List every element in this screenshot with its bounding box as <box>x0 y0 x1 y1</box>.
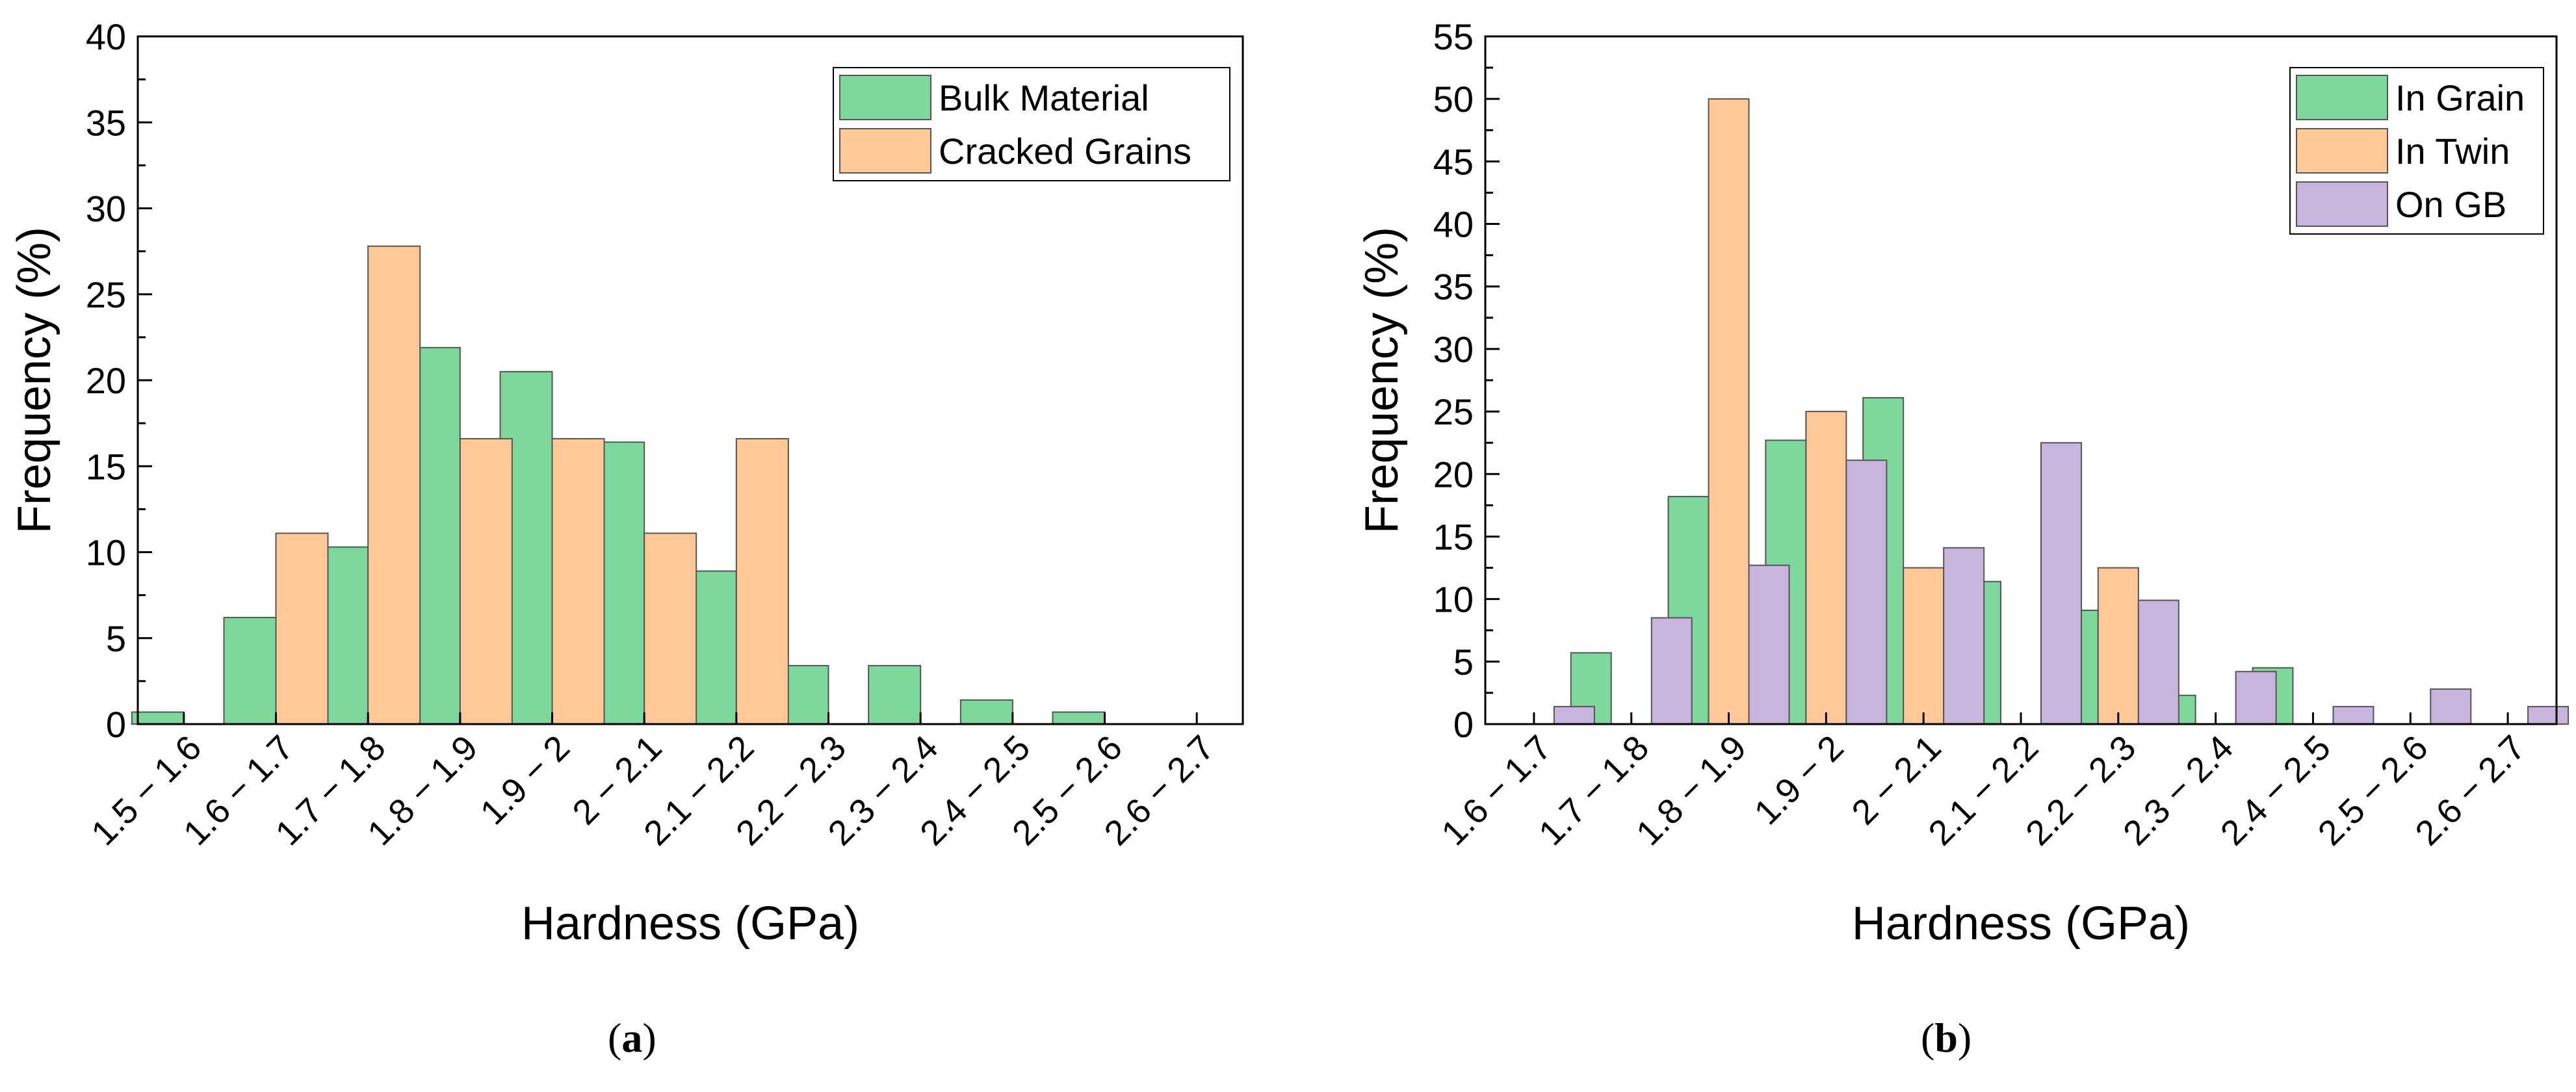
y-tick-label-b: 25 <box>1433 391 1474 432</box>
y-tick-label-a: 20 <box>86 360 126 401</box>
bar-b-in-twin-3 <box>1805 411 1847 725</box>
y-tick-label-b: 10 <box>1433 579 1474 620</box>
bar-b-on-gb-4 <box>1943 547 1985 725</box>
legend-label-b-2: On GB <box>2395 184 2506 225</box>
bar-b-on-gb-0 <box>1553 706 1595 725</box>
bar-b-in-twin-6 <box>2097 567 2139 725</box>
bar-b-on-gb-8 <box>2332 706 2374 725</box>
x-axis-label-a: Hardness (GPa) <box>521 898 859 950</box>
legend-label-b-0: In Grain <box>2395 77 2525 118</box>
y-tick-label-b: 20 <box>1433 454 1474 495</box>
bar-a-cracked-grains-1 <box>275 532 329 725</box>
bar-a-cracked-grains-6 <box>735 437 789 725</box>
subfigure-label-a: (a) <box>608 1015 657 1061</box>
legend-swatch-b-0 <box>2296 75 2388 120</box>
y-tick-label-a: 15 <box>86 446 126 487</box>
y-tick-label-b: 5 <box>1453 642 1474 682</box>
legend-swatch-a-0 <box>839 75 931 120</box>
x-axis-label-b: Hardness (GPa) <box>1852 898 2190 950</box>
legend-swatch-b-2 <box>2296 181 2388 227</box>
bar-b-on-gb-1 <box>1650 617 1693 725</box>
y-tick-label-b: 40 <box>1433 204 1474 245</box>
bar-b-in-twin-2 <box>1708 98 1750 725</box>
y-tick-label-a: 40 <box>86 16 126 57</box>
y-tick-label-a: 0 <box>106 704 126 745</box>
legend-swatch-a-1 <box>839 128 931 174</box>
y-axis-label-b: Frequency (%) <box>1356 227 1408 534</box>
y-tick-label-b: 0 <box>1453 704 1474 745</box>
bar-a-bulk-material-9 <box>959 699 1013 725</box>
y-tick-label-b: 15 <box>1433 516 1474 557</box>
bar-b-on-gb-3 <box>1845 460 1888 725</box>
x-tick-label-b: 1.9 − 2 <box>1747 728 1851 832</box>
y-tick-label-a: 5 <box>106 618 126 659</box>
y-tick-label-a: 30 <box>86 188 126 229</box>
y-tick-label-b: 45 <box>1433 141 1474 182</box>
bar-b-on-gb-9 <box>2430 688 2472 725</box>
y-tick-label-a: 25 <box>86 274 126 315</box>
legend-label-a-1: Cracked Grains <box>939 131 1191 172</box>
bar-a-bulk-material-0 <box>131 711 185 725</box>
bar-a-bulk-material-10 <box>1052 711 1106 725</box>
legend-label-a-0: Bulk Material <box>939 77 1149 118</box>
y-tick-label-b: 55 <box>1433 16 1474 57</box>
y-tick-label-a: 35 <box>86 102 126 143</box>
y-tick-label-b: 35 <box>1433 266 1474 307</box>
bar-a-cracked-grains-2 <box>367 245 421 725</box>
bar-a-cracked-grains-5 <box>644 532 697 725</box>
bar-b-on-gb-6 <box>2137 599 2179 725</box>
bar-b-on-gb-10 <box>2527 706 2569 725</box>
bar-b-on-gb-5 <box>2040 442 2082 725</box>
legend-label-b-1: In Twin <box>2395 131 2510 172</box>
bar-b-on-gb-2 <box>1748 564 1790 725</box>
y-axis-label-a: Frequency (%) <box>8 227 60 534</box>
x-tick-label-a: 1.9 − 2 <box>473 728 577 832</box>
y-tick-label-b: 50 <box>1433 79 1474 120</box>
bar-a-bulk-material-1 <box>223 617 277 725</box>
y-tick-label-a: 10 <box>86 532 126 573</box>
bar-b-on-gb-7 <box>2235 671 2277 725</box>
x-tick-label-b: 2.6 − 2.7 <box>2408 728 2532 853</box>
subfigure-label-b: (b) <box>1921 1015 1972 1061</box>
bar-a-bulk-material-8 <box>868 665 922 725</box>
x-tick-label-b: 1.8 − 1.9 <box>1629 728 1754 853</box>
bar-b-in-twin-4 <box>1903 567 1945 725</box>
y-tick-label-b: 30 <box>1433 329 1474 370</box>
bar-a-cracked-grains-3 <box>459 437 513 725</box>
legend-swatch-b-1 <box>2296 128 2388 174</box>
bar-a-cracked-grains-4 <box>551 437 605 725</box>
